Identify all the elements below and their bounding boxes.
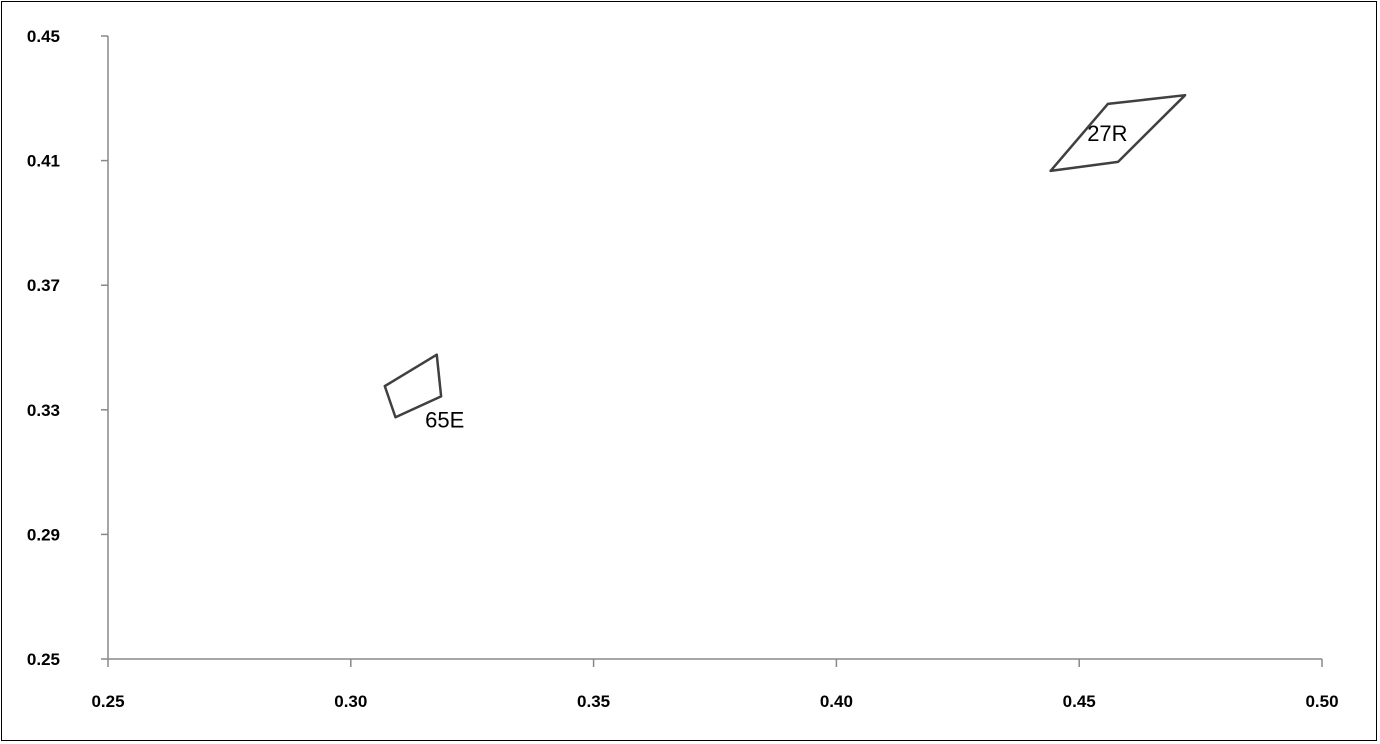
x-tick-label: 0.50 [1305,692,1338,711]
x-tick-label: 0.30 [334,692,367,711]
y-tick-label: 0.45 [27,27,60,46]
y-tick-label: 0.29 [27,525,60,544]
region-27r-label: 27R [1087,121,1127,146]
region-27r-polygon [1049,93,1187,173]
x-tick-label: 0.45 [1063,692,1096,711]
y-tick-label: 0.25 [27,650,60,669]
y-tick-label: 0.37 [27,276,60,295]
regions: 27R 65E [383,93,1187,432]
region-65e-polygon [383,353,443,419]
region-65e-label: 65E [425,407,464,432]
y-tick-label: 0.41 [27,152,60,171]
x-tick-label: 0.40 [820,692,853,711]
y-ticks: 0.45 0.41 0.37 0.33 0.29 0.25 [27,27,108,669]
axes [107,36,1322,660]
x-ticks: 0.25 0.30 0.35 0.40 0.45 0.50 [91,659,1339,711]
x-tick-label: 0.35 [577,692,610,711]
y-tick-label: 0.33 [27,401,60,420]
x-tick-label: 0.25 [91,692,124,711]
